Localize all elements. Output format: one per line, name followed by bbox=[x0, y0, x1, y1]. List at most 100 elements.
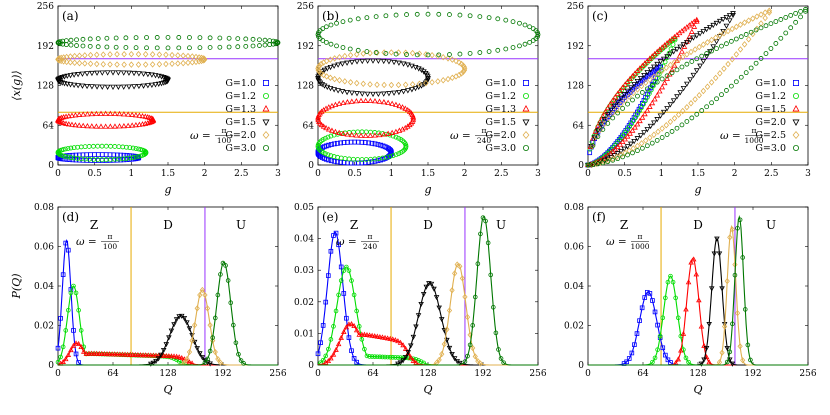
data-point bbox=[642, 295, 648, 300]
data-point bbox=[371, 333, 378, 339]
data-point bbox=[644, 94, 650, 100]
data-point bbox=[453, 57, 459, 65]
data-point bbox=[635, 148, 640, 154]
data-point bbox=[626, 356, 632, 361]
data-point bbox=[114, 51, 120, 58]
data-point bbox=[99, 350, 105, 356]
data-point bbox=[375, 91, 382, 97]
data-point bbox=[235, 44, 241, 50]
data-point bbox=[366, 140, 372, 146]
data-point bbox=[262, 37, 268, 43]
data-point bbox=[425, 11, 431, 17]
data-point bbox=[130, 145, 136, 151]
data-point bbox=[197, 291, 203, 299]
data-point bbox=[353, 132, 360, 138]
data-point bbox=[517, 20, 522, 26]
data-point bbox=[654, 117, 661, 123]
data-point bbox=[709, 100, 714, 106]
legend-label: G=1.0 bbox=[485, 78, 516, 89]
data-point bbox=[140, 71, 147, 77]
data-point bbox=[710, 44, 717, 50]
data-point bbox=[456, 71, 462, 79]
data-point bbox=[627, 141, 634, 147]
legend-label: G=2.5 bbox=[755, 130, 786, 141]
data-point bbox=[610, 115, 616, 121]
x-tick-label: 0.5 bbox=[88, 169, 103, 179]
data-point bbox=[347, 17, 353, 23]
data-point bbox=[333, 308, 339, 314]
data-point bbox=[424, 79, 430, 85]
distribution-series bbox=[317, 320, 538, 366]
data-point bbox=[625, 101, 630, 107]
y-tick-label: 128 bbox=[567, 82, 584, 92]
data-point bbox=[659, 84, 666, 90]
x-tick-label: 2.5 bbox=[234, 169, 249, 179]
data-point bbox=[72, 122, 79, 128]
data-point bbox=[86, 156, 92, 162]
data-point bbox=[632, 342, 637, 347]
data-point bbox=[640, 101, 646, 107]
data-point bbox=[359, 337, 365, 342]
data-point bbox=[523, 80, 530, 87]
data-point bbox=[197, 35, 203, 41]
data-point bbox=[186, 348, 193, 356]
data-point bbox=[136, 83, 142, 90]
data-point bbox=[351, 292, 357, 298]
data-point bbox=[123, 45, 129, 50]
data-point bbox=[205, 356, 210, 362]
data-point bbox=[638, 140, 645, 147]
data-point bbox=[320, 357, 326, 363]
data-point bbox=[614, 153, 620, 161]
data-point bbox=[169, 51, 175, 59]
data-point bbox=[615, 110, 621, 116]
data-point bbox=[438, 317, 445, 323]
data-point bbox=[343, 324, 350, 330]
data-point bbox=[649, 83, 655, 88]
data-point bbox=[363, 129, 369, 135]
data-point bbox=[107, 110, 114, 116]
data-point bbox=[76, 122, 83, 128]
data-point bbox=[792, 105, 800, 112]
data-point bbox=[325, 152, 331, 158]
data-point bbox=[121, 111, 127, 117]
data-point bbox=[136, 71, 142, 77]
data-point bbox=[405, 88, 411, 94]
data-point bbox=[617, 141, 624, 147]
data-point bbox=[456, 59, 462, 66]
data-point bbox=[452, 270, 458, 277]
data-point bbox=[393, 51, 399, 57]
data-point bbox=[449, 287, 455, 294]
data-point bbox=[706, 322, 712, 328]
data-point bbox=[667, 51, 674, 57]
data-point bbox=[730, 12, 736, 19]
x-tick-label: 3 bbox=[805, 169, 811, 179]
data-point bbox=[262, 42, 268, 48]
data-point bbox=[684, 103, 690, 111]
data-point bbox=[400, 342, 406, 348]
data-point bbox=[410, 115, 417, 121]
data-point bbox=[107, 61, 113, 68]
data-point bbox=[630, 97, 635, 103]
data-point bbox=[630, 145, 637, 152]
data-point bbox=[119, 351, 126, 357]
data-point bbox=[315, 63, 322, 71]
data-point bbox=[416, 80, 423, 88]
data-point bbox=[657, 59, 664, 65]
x-tick-label: 128 bbox=[689, 369, 706, 379]
data-point bbox=[740, 357, 746, 364]
data-point bbox=[395, 49, 402, 56]
data-point bbox=[155, 81, 162, 87]
data-point bbox=[112, 123, 118, 129]
data-point bbox=[332, 128, 339, 134]
data-point bbox=[80, 43, 86, 49]
data-point bbox=[750, 15, 756, 22]
x-axis-label: g bbox=[424, 183, 431, 196]
x-tick-label: 2 bbox=[202, 169, 208, 179]
data-point bbox=[114, 351, 121, 357]
x-tick-label: 2.5 bbox=[764, 169, 779, 179]
data-point bbox=[671, 59, 678, 66]
data-point bbox=[726, 18, 733, 24]
data-point bbox=[335, 341, 342, 347]
data-point bbox=[340, 19, 346, 25]
panel-d: 0 64 128 192 256 0 0.02 0.04 0.06 0.08 Q P(Q) (d) Z D U… bbox=[10, 203, 287, 396]
